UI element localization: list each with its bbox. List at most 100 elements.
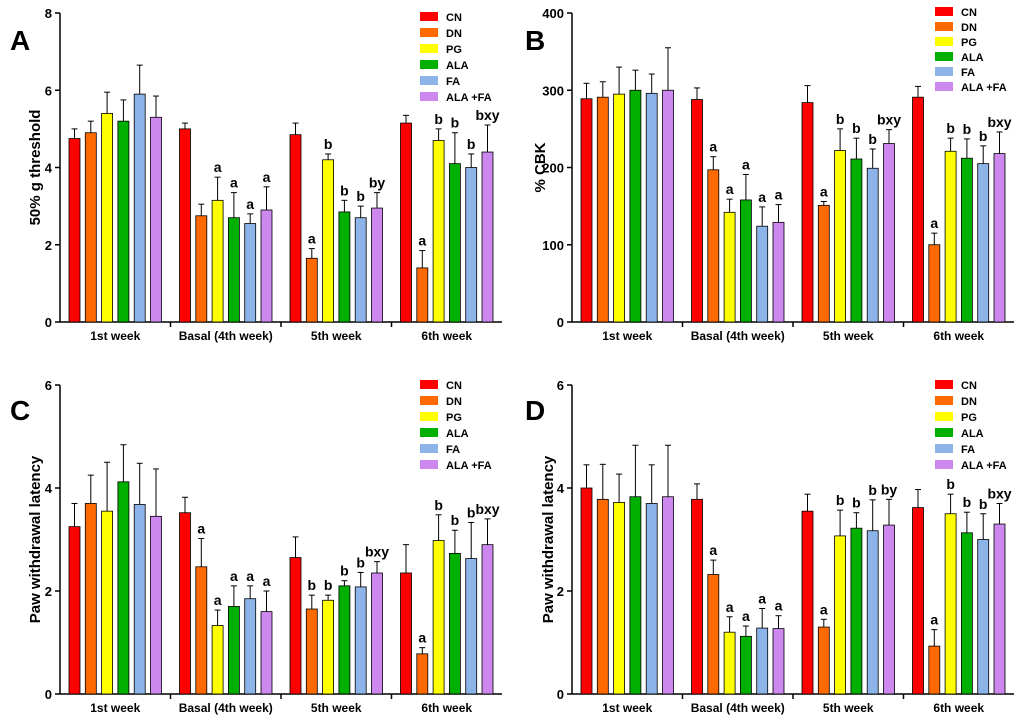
legend-swatch [420,92,438,101]
x-category-label: 1st week [602,329,652,343]
legend-label: FA [446,444,460,456]
bar [179,512,191,695]
bar [481,151,494,323]
bar [305,257,318,323]
significance-label: b [356,554,365,570]
x-category-label: 6th week [933,329,984,343]
significance-label: bxy [987,485,1011,501]
significance-label: b [451,115,460,131]
bar [117,120,130,323]
significance-label: b [451,512,460,528]
bar [912,96,924,323]
bar [961,157,973,323]
legend-swatch [935,460,953,469]
bar [596,498,609,695]
x-category-label: 1st week [90,701,140,715]
bar [195,215,208,323]
bar [338,211,351,323]
bar [211,625,224,695]
legend-swatch [935,428,953,437]
bar [260,611,273,695]
bar [928,244,941,323]
legend-swatch [420,380,438,389]
significance-label: a [930,612,938,628]
legend-label: FA [961,67,975,79]
y-axis-label: Paw withdrawal latency [27,455,44,623]
legend-label: ALA [961,52,984,64]
bar [416,653,429,695]
bar [944,513,957,695]
y-tick-label: 6 [557,378,564,393]
bar [84,132,97,323]
legend-label: ALA [961,428,984,440]
y-axis-label: 50% g threshold [27,110,44,226]
bar [662,496,674,695]
significance-label: a [214,592,222,608]
bar [432,140,445,323]
significance-label: a [726,181,734,197]
significance-label: b [434,497,443,513]
bar [629,496,642,695]
significance-label: b [868,482,877,498]
bar [227,217,240,323]
legend-swatch [935,37,953,46]
y-axis-label: % CBK [532,142,549,192]
panel-c: C Paw withdrawal latency 0 2 4 6 1st week Basal… [10,378,502,715]
legend-swatch [935,67,953,76]
significance-label: a [197,520,205,536]
y-tick-label: 8 [45,6,52,21]
bar [645,92,658,323]
legend-swatch [420,396,438,405]
bar [432,540,445,695]
bar [756,225,769,323]
bar [244,598,257,695]
bar [801,510,814,695]
legend-swatch [935,22,953,31]
legend-label: ALA [446,428,469,440]
legend-swatch [420,428,438,437]
bar [117,481,130,695]
y-tick-label: 200 [542,161,564,176]
legend-label: FA [446,76,460,88]
bar [801,102,814,323]
bar [707,169,720,323]
significance-label: b [946,120,955,136]
significance-label: b [963,494,972,510]
y-tick-label: 6 [45,378,52,393]
significance-label: b [467,136,476,152]
significance-label: a [775,187,783,203]
x-category-label: Basal (4th week) [691,329,785,343]
x-category-label: 1st week [602,701,652,715]
legend-swatch [935,380,953,389]
bar [993,153,1006,323]
bar [723,211,736,323]
panel-letter: B [525,25,545,56]
bar [260,209,273,323]
bar [227,606,240,695]
bar [289,557,302,695]
legend-swatch [935,396,953,405]
y-axis-label: Paw withdrawal latency [540,455,557,623]
bar [150,116,162,323]
bar [723,631,736,695]
bar [400,572,412,695]
bar [305,608,318,695]
bar [354,217,367,323]
x-category-label: 6th week [933,701,984,715]
bar [961,532,973,695]
significance-label: a [742,156,750,172]
significance-label: a [263,573,271,589]
bar [354,586,367,695]
bar [465,558,478,695]
bar [580,487,593,695]
significance-label: by [881,481,898,497]
legend-label: ALA +FA [961,460,1007,472]
significance-label: b [340,563,349,579]
significance-label: b [946,476,955,492]
significance-label: a [930,215,938,231]
significance-label: b [963,121,972,137]
bar [772,221,785,323]
legend-swatch [935,82,953,91]
x-category-label: Basal (4th week) [179,329,273,343]
bar [866,167,879,323]
